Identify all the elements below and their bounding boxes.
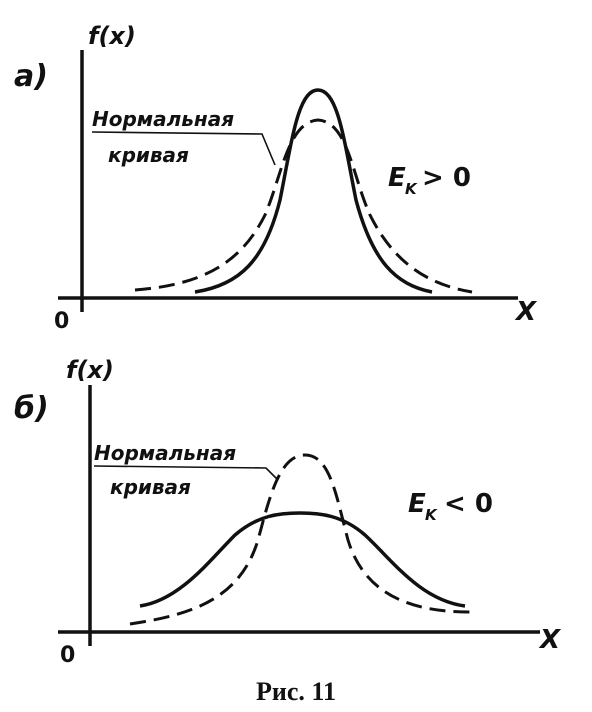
- leader-line: [93, 465, 279, 481]
- kurtosis-subscript: K: [405, 180, 418, 198]
- kurtosis-symbol: E: [388, 163, 406, 193]
- normal-label: Нормальная: [92, 107, 234, 131]
- y-axis-label: f(x): [88, 22, 136, 50]
- peaked-curve: [194, 88, 433, 294]
- kurtosis-relation: < 0: [444, 489, 493, 519]
- normal-label: кривая: [110, 475, 191, 499]
- panel-label: а): [14, 59, 48, 94]
- y-axis-label: f(x): [66, 356, 114, 384]
- x-axis-label: X: [514, 297, 538, 327]
- panel-label: б): [14, 391, 49, 426]
- panel-b: f(x) X 0 б) Нормальная кривая E K < 0: [14, 356, 562, 668]
- kurtosis-relation: > 0: [422, 163, 471, 193]
- panel-a: f(x) X 0 а) Нормальная кривая E K > 0: [14, 22, 538, 334]
- kurtosis-subscript: K: [425, 506, 438, 524]
- caption: Рис. 11: [256, 677, 336, 706]
- normal-label: Нормальная: [94, 441, 236, 465]
- x-axis-label: X: [538, 625, 562, 655]
- normal-curve: [134, 118, 473, 294]
- kurtosis-label: E K > 0: [388, 163, 471, 198]
- leader-line: [91, 131, 276, 166]
- flat-curve: [139, 511, 466, 608]
- origin-label: 0: [60, 643, 75, 668]
- normal-label: кривая: [108, 143, 189, 167]
- kurtosis-symbol: E: [408, 489, 426, 519]
- normal-curve: [129, 453, 471, 626]
- kurtosis-label: E K < 0: [408, 489, 493, 524]
- origin-label: 0: [54, 309, 69, 334]
